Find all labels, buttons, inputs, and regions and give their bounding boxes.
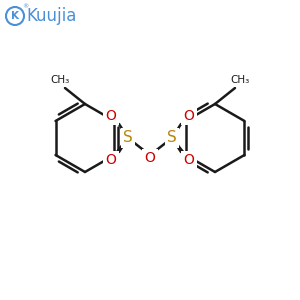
Text: Kuujia: Kuujia <box>27 7 77 25</box>
Text: O: O <box>184 109 194 123</box>
Text: CH₃: CH₃ <box>230 75 250 85</box>
Text: ®: ® <box>22 4 28 10</box>
Text: K: K <box>11 11 19 21</box>
Text: S: S <box>167 130 177 146</box>
Text: O: O <box>106 153 116 167</box>
Text: O: O <box>106 109 116 123</box>
Text: S: S <box>123 130 133 146</box>
Text: CH₃: CH₃ <box>50 75 70 85</box>
Text: O: O <box>145 151 155 165</box>
Text: O: O <box>184 153 194 167</box>
